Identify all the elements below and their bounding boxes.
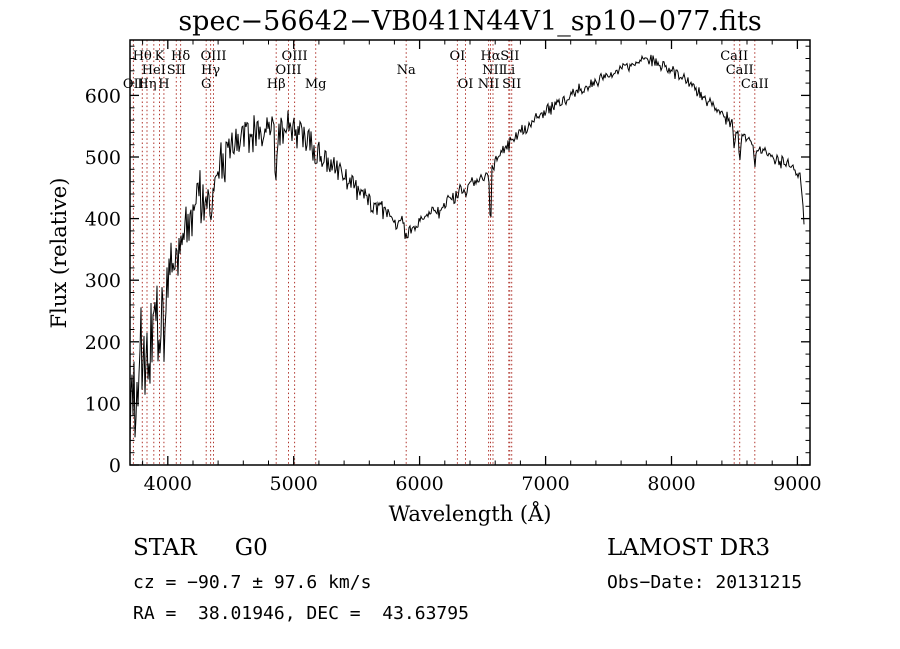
y-axis-title: Flux (relative): [47, 178, 71, 329]
spectral-line-label: OIII: [275, 63, 301, 78]
ra-dec-value: RA = 38.01946, DEC = 43.63795: [133, 603, 469, 624]
object-type-label: STAR: [133, 535, 197, 561]
spectral-line-label: OIII: [282, 49, 308, 64]
x-tick-label: 9000: [773, 473, 821, 495]
spectral-line-label: CaII: [741, 77, 769, 92]
cz-value: cz = −90.7 ± 97.6 km/s: [133, 572, 372, 593]
spectral-line-label: OI: [450, 49, 466, 64]
spectral-line-label: OIII: [200, 49, 226, 64]
spectral-line-label: Hα: [480, 49, 500, 64]
spectral-line-label: HeI: [142, 63, 166, 78]
subclass-label: G0: [234, 535, 268, 561]
x-tick-label: 8000: [647, 473, 695, 495]
spectral-line-label: OII: [123, 77, 144, 92]
spectrum-trace: [129, 54, 805, 445]
spectral-line-label: CaII: [726, 63, 754, 78]
spectral-line-label: SII: [167, 63, 186, 78]
y-tick-label: 300: [85, 270, 121, 292]
x-axis-title: Wavelength (Å): [389, 501, 552, 526]
y-tick-label: 400: [85, 209, 121, 231]
spectral-line-label: Hθ: [133, 49, 152, 64]
obs-date: Obs−Date: 20131215: [607, 572, 803, 593]
y-tick-label: 100: [85, 393, 121, 415]
spectral-line-label: NII: [482, 63, 504, 78]
spectral-line-label: H: [158, 77, 169, 92]
spectral-line-label: K: [155, 49, 165, 64]
spectral-line-label: Hβ: [267, 77, 286, 92]
spectral-line-label: G: [201, 77, 211, 92]
spectral-line-label: Hγ: [201, 63, 220, 78]
x-tick-label: 4000: [144, 473, 192, 495]
spectral-line-label: Na: [397, 63, 416, 78]
spectral-line-label: Hδ: [171, 49, 190, 64]
y-tick-label: 500: [85, 147, 121, 169]
spectral-line-label: OI: [458, 77, 474, 92]
plot-title: spec−56642−VB041N44V1_sp10−077.fits: [178, 6, 761, 37]
survey-label: LAMOST DR3: [607, 535, 771, 561]
x-tick-label: 7000: [521, 473, 569, 495]
spectral-line-label: Li: [502, 63, 515, 78]
y-tick-label: 0: [109, 455, 121, 477]
spectral-line-label: SII: [500, 49, 519, 64]
spectral-line-label: CaII: [720, 49, 748, 64]
spectral-line-label: Mg: [305, 77, 327, 92]
x-tick-label: 5000: [270, 473, 318, 495]
x-tick-label: 6000: [395, 473, 443, 495]
y-tick-label: 600: [85, 85, 121, 107]
classification-line: STAR G0: [133, 537, 268, 560]
y-tick-label: 200: [85, 332, 121, 354]
plot-area: OIIHθHηHeIKHSIIHδGHγOIIIHβOIIIOIIIMgNaOI…: [85, 39, 822, 495]
spectral-line-label: SII: [502, 77, 521, 92]
spectral-line-label: NII: [478, 77, 500, 92]
spectral-line-label: Hη: [137, 77, 156, 92]
